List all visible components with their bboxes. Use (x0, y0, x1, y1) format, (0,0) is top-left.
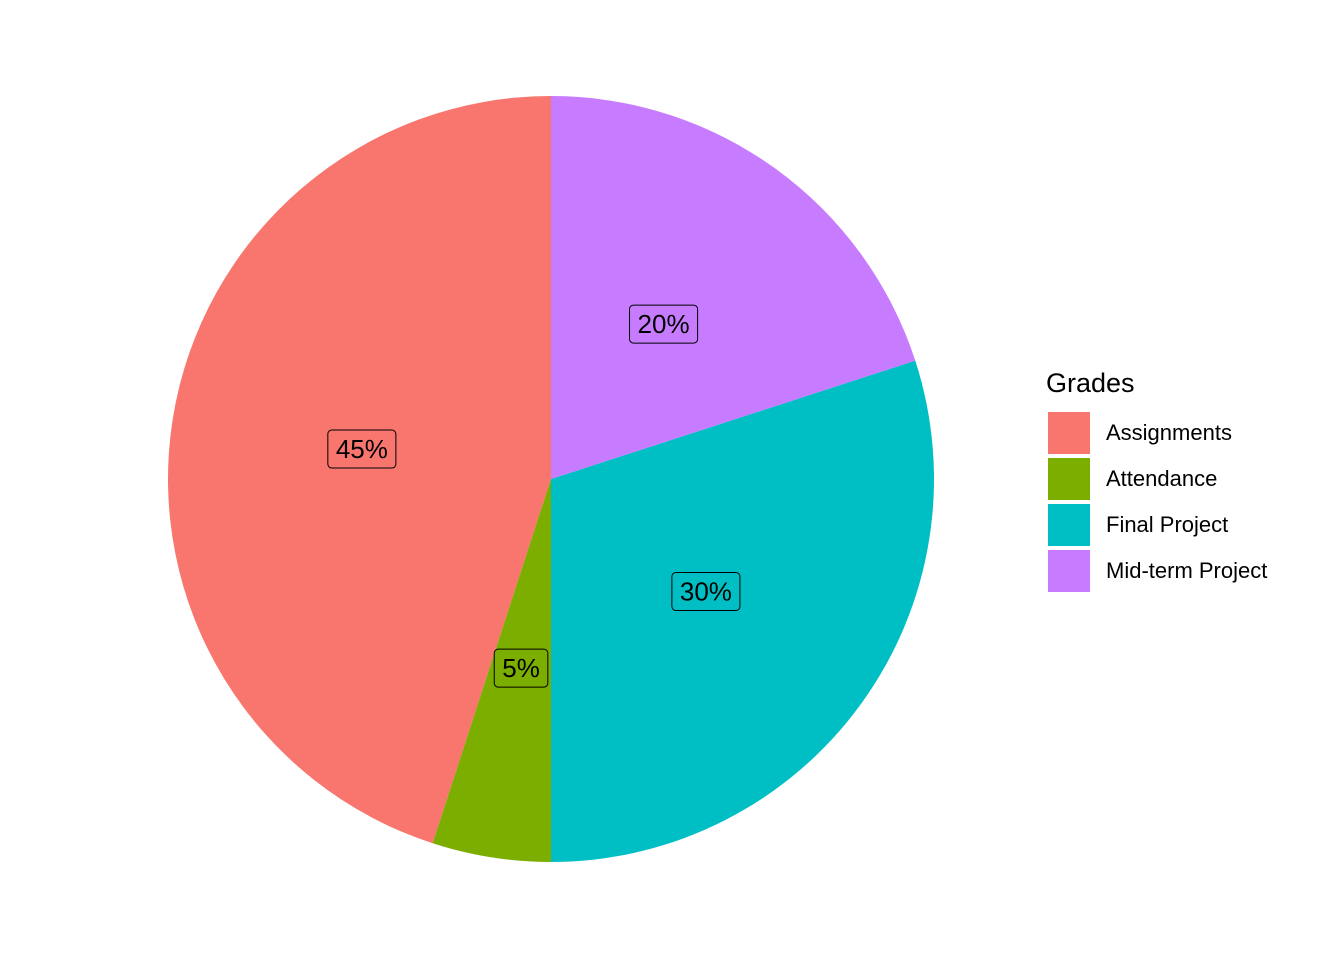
legend-item-final-project: Final Project (1046, 502, 1336, 548)
slice-attendance (432, 479, 551, 862)
slice-label-box (671, 572, 741, 612)
slice-label-box (629, 304, 699, 344)
legend-swatch (1048, 412, 1090, 454)
slice-final-project (551, 360, 934, 862)
legend-label: Attendance (1106, 466, 1218, 491)
legend-items: Assignments Attendance Final Project Mid-te… (1046, 410, 1336, 594)
slice-label-text: 30% (680, 577, 732, 607)
legend-swatch (1048, 458, 1090, 500)
slice-label-box (327, 429, 397, 469)
slice-mid-term-project (551, 96, 916, 479)
legend-item-mid-term-project: Mid-term Project (1046, 548, 1336, 594)
slice-label-assignments: 45% (327, 429, 397, 469)
legend-label: Final Project (1106, 512, 1229, 537)
slice-label-mid-term-project: 20% (629, 304, 699, 344)
legend-title: Grades (1046, 368, 1135, 398)
legend-label: Assignments (1106, 420, 1232, 445)
legend-swatch (1048, 550, 1090, 592)
slice-assignments (168, 96, 552, 844)
legend-label: Mid-term Project (1106, 558, 1268, 583)
pie-slice-labels: 45% 5% 30% 20% (327, 304, 741, 688)
legend: Grades Assignments Attendance Final Projec… (1046, 364, 1336, 594)
pie-slices (168, 96, 934, 862)
slice-label-text: 45% (336, 434, 388, 464)
slice-label-text: 5% (502, 653, 540, 683)
legend-item-attendance: Attendance (1046, 456, 1336, 502)
slice-label-final-project: 30% (671, 572, 741, 612)
legend-item-assignments: Assignments (1046, 410, 1336, 456)
slice-label-attendance: 5% (493, 648, 549, 688)
slice-label-box (493, 648, 549, 688)
slice-label-text: 20% (638, 309, 690, 339)
legend-swatch (1048, 504, 1090, 546)
